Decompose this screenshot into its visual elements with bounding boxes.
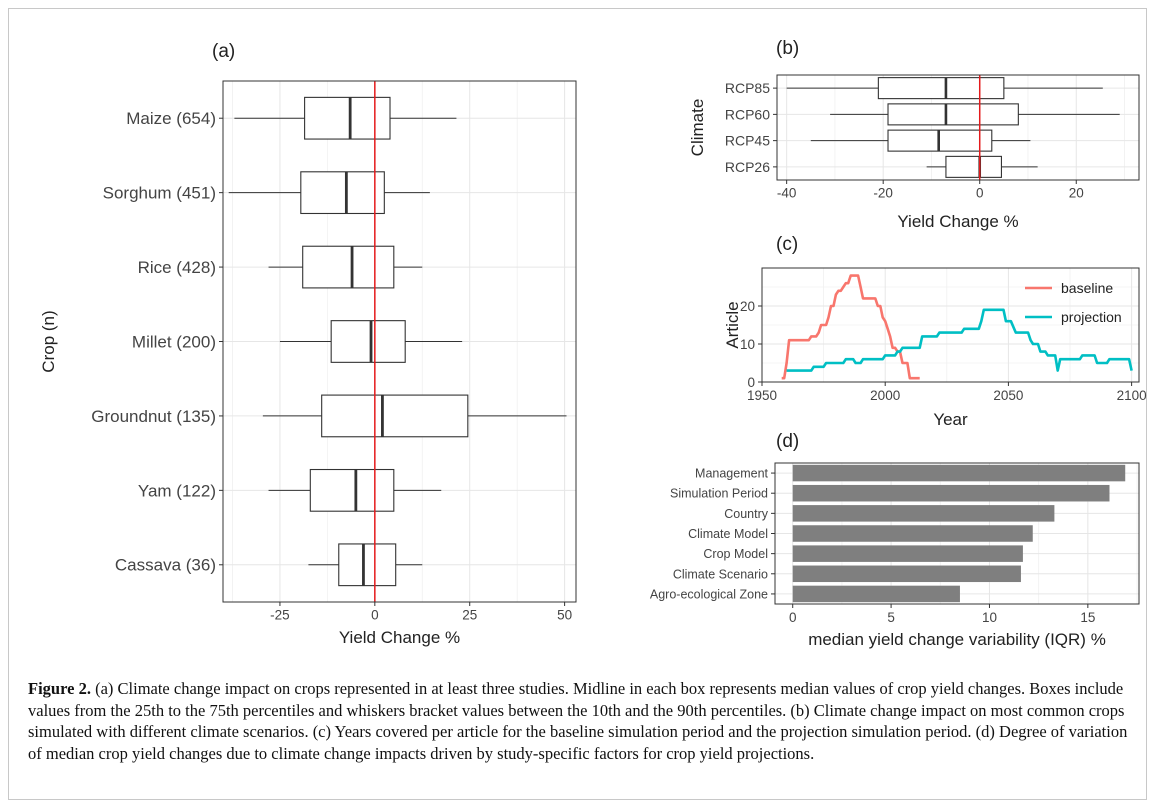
bar [792, 525, 1033, 542]
y-tick-label: Management [695, 467, 768, 481]
series-line-baseline [781, 274, 920, 380]
y-tick-label: Sorghum (451) [103, 184, 216, 203]
panel-border [761, 267, 1140, 383]
panel-border [776, 74, 1140, 181]
x-tick-label: -20 [873, 186, 893, 201]
y-tick-label: Cassava (36) [115, 556, 216, 575]
caption-text: (a) Climate change impact on crops repre… [28, 679, 1128, 763]
x-tick-label: 2050 [993, 388, 1023, 403]
bar [792, 545, 1023, 562]
box-iqr [877, 77, 1005, 100]
y-tick-label: Simulation Period [670, 487, 768, 501]
bar [792, 565, 1021, 583]
x-tick-label: -25 [270, 608, 290, 623]
legend-label-baseline: baseline [1061, 280, 1113, 296]
y-tick-label: RCP26 [725, 159, 770, 175]
y-tick-label: RCP85 [725, 80, 770, 96]
y-tick-label: Agro-ecological Zone [650, 587, 768, 601]
y-tick-label: Crop Model [703, 547, 768, 561]
y-axis-label: Crop (n) [39, 310, 58, 372]
box-iqr [338, 543, 397, 587]
figure-caption: Figure 2. (a) Climate change impact on c… [28, 678, 1128, 764]
panel-tag: (a) [212, 41, 235, 62]
x-tick-label: 2100 [1117, 388, 1147, 403]
x-axis-label: Yield Change % [897, 212, 1018, 231]
legend-label-projection: projection [1061, 309, 1122, 325]
x-tick-label: 20 [1069, 186, 1084, 201]
y-tick-label: Rice (428) [138, 258, 216, 277]
x-tick-label: 0 [789, 610, 797, 625]
series-line-projection [786, 308, 1133, 372]
box-iqr [330, 320, 406, 363]
x-tick-label: 50 [557, 608, 572, 623]
panel-tag: (d) [776, 431, 799, 452]
box-iqr [309, 468, 395, 512]
box-iqr [302, 245, 395, 289]
box-iqr [945, 155, 1002, 178]
x-tick-label: 2000 [870, 388, 900, 403]
x-tick-label: 0 [371, 608, 379, 623]
box-iqr [300, 171, 385, 215]
caption-label: Figure 2. [28, 679, 91, 698]
y-tick-label: Yam (122) [138, 481, 216, 500]
y-tick-label: Climate Model [688, 527, 768, 541]
y-tick-label: Millet (200) [132, 332, 216, 351]
y-tick-label: 10 [740, 337, 755, 352]
y-tick-label: 20 [740, 299, 755, 314]
x-tick-label: 0 [976, 186, 984, 201]
x-tick-label: 1950 [747, 388, 777, 403]
x-axis-label: Year [933, 410, 968, 429]
x-axis-label: Yield Change % [339, 628, 460, 647]
y-tick-label: 0 [747, 375, 755, 390]
x-tick-label: 5 [887, 610, 895, 625]
y-axis-label: Climate [688, 99, 707, 157]
panel-tag: (c) [776, 234, 798, 255]
bar [792, 484, 1110, 502]
y-axis-label: Article [723, 301, 742, 348]
x-tick-label: 15 [1080, 610, 1095, 625]
y-tick-label: Country [724, 507, 769, 521]
y-tick-label: Maize (654) [126, 109, 216, 128]
box-iqr [887, 103, 1019, 126]
x-tick-label: 10 [982, 610, 997, 625]
y-tick-label: Climate Scenario [673, 567, 768, 581]
figure-frame [8, 8, 1147, 800]
y-tick-label: RCP60 [725, 106, 770, 122]
y-tick-label: RCP45 [725, 133, 770, 149]
bar [792, 464, 1126, 482]
x-tick-label: 25 [462, 608, 477, 623]
x-axis-label: median yield change variability (IQR) % [808, 630, 1106, 649]
box-iqr [304, 96, 391, 140]
bar [792, 505, 1055, 522]
panel-tag: (b) [776, 38, 799, 59]
x-tick-label: -40 [777, 186, 797, 201]
y-tick-label: Groundnut (135) [91, 407, 216, 426]
box-iqr [321, 394, 469, 438]
bar [792, 585, 960, 603]
